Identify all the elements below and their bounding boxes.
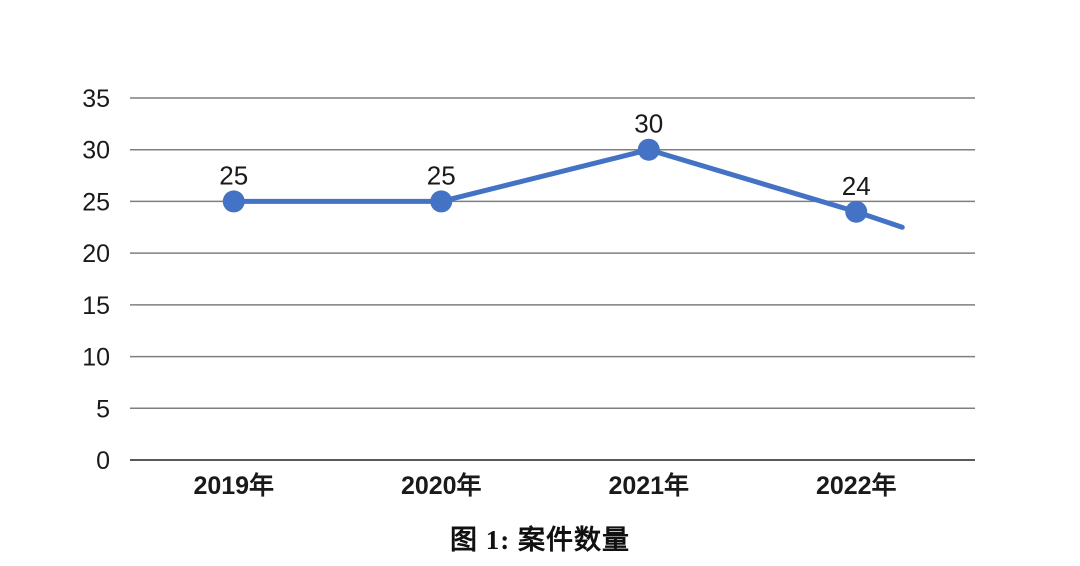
x-axis-tick-label: 2022年	[816, 471, 897, 500]
y-axis-tick-label: 5	[96, 395, 110, 423]
y-axis-tick-label: 35	[82, 85, 110, 113]
data-point-label: 24	[842, 171, 871, 201]
y-axis-tick-label: 30	[82, 137, 110, 165]
data-point-marker	[430, 190, 453, 213]
series-line	[231, 147, 905, 230]
data-point-marker	[845, 200, 868, 223]
line-chart: 35 30 25 20 15 10 5 0 2019年 2020年 2021年 2022年 25 25 30…	[82, 85, 975, 500]
data-point-marker	[222, 190, 245, 213]
y-axis-tick-label: 20	[82, 240, 110, 268]
data-point-label: 25	[219, 160, 248, 190]
x-axis-tick-label: 2021年	[608, 471, 689, 500]
chart-caption: 图 1: 案件数量	[450, 525, 630, 555]
data-point-label: 25	[427, 160, 456, 190]
data-point-marker	[637, 138, 660, 161]
y-axis-tick-label: 0	[96, 447, 110, 475]
x-axis-tick-label: 2020年	[401, 471, 482, 500]
y-axis-tick-label: 10	[82, 344, 110, 372]
y-axis-tick-label: 25	[82, 188, 110, 216]
y-axis-tick-label: 15	[82, 292, 110, 320]
x-axis-tick-label: 2019年	[193, 471, 274, 500]
data-point-label: 30	[634, 109, 663, 139]
